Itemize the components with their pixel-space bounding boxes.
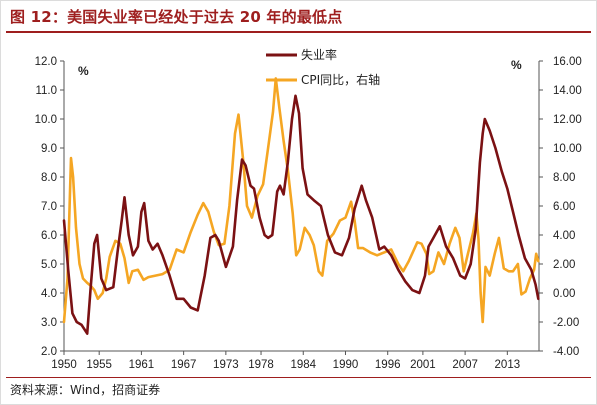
figure-title: 图 12：美国失业率已经处于过去 20 年的最低点 <box>10 8 343 26</box>
series-layer <box>62 77 540 335</box>
right-y-tick-label: 6.00 <box>553 201 575 213</box>
right-y-tick-label: 0.00 <box>553 288 575 300</box>
x-tick-label: 1996 <box>375 359 401 371</box>
left-y-tick-label: 6.0 <box>41 230 57 242</box>
right-y-axis: -4.00 -2.00 0.00 2.00 4.00 6.00 8.00 10.00 12.00… <box>539 56 582 358</box>
right-axis-unit: % <box>511 58 522 72</box>
x-tick-label: 1973 <box>213 359 239 371</box>
x-axis: 1950 1955 1961 1967 1973 1978 1984 1990 1996 2001… <box>51 351 520 371</box>
x-tick-label: 1961 <box>129 359 155 371</box>
x-tick-label: 1955 <box>86 359 112 371</box>
right-y-tick-label: 4.00 <box>553 230 575 242</box>
x-tick-label: 1950 <box>51 359 77 371</box>
x-tick-label: 2007 <box>452 359 478 371</box>
left-y-tick-label: 3.0 <box>41 317 57 329</box>
left-y-tick-label: 2.0 <box>41 346 57 358</box>
left-axis-unit: % <box>78 64 89 78</box>
right-y-tick-label: -4.00 <box>553 346 579 358</box>
plot-area <box>63 61 540 352</box>
right-y-tick-label: 2.00 <box>553 259 575 271</box>
cpi-line <box>62 77 540 324</box>
right-y-tick-label: -2.00 <box>553 317 579 329</box>
unemployment-line <box>62 94 540 335</box>
left-y-tick-label: 4.0 <box>41 288 57 300</box>
left-y-tick-label: 5.0 <box>41 259 57 271</box>
left-y-tick-label: 8.0 <box>41 172 57 184</box>
cpi-legend-label: CPI同比，右轴 <box>301 72 380 87</box>
source-note: 资料来源：Wind，招商证券 <box>10 383 161 397</box>
x-tick-label: 1967 <box>171 359 197 371</box>
right-y-tick-label: 12.00 <box>553 114 582 126</box>
left-y-tick-label: 10.0 <box>35 114 57 126</box>
left-y-tick-label: 7.0 <box>41 201 57 213</box>
title-divider <box>6 31 591 33</box>
x-tick-label: 1978 <box>248 359 274 371</box>
legend: 失业率 CPI同比，右轴 <box>266 47 380 87</box>
left-y-tick-label: 12.0 <box>35 56 57 68</box>
x-tick-label: 2001 <box>410 359 436 371</box>
source-divider <box>6 377 591 378</box>
x-tick-label: 2013 <box>495 359 521 371</box>
unemployment-legend-label: 失业率 <box>301 47 337 62</box>
left-y-tick-label: 9.0 <box>41 143 57 155</box>
left-y-tick-label: 11.0 <box>35 85 57 97</box>
x-tick-label: 1990 <box>333 359 359 371</box>
left-y-axis: 2.0 3.0 4.0 5.0 6.0 7.0 8.0 9.0 10.0 11.0 12.0 <box>35 56 64 358</box>
x-tick-label: 1984 <box>290 359 316 371</box>
right-y-tick-label: 16.00 <box>553 56 582 68</box>
right-y-tick-label: 14.00 <box>553 85 582 97</box>
right-y-tick-label: 10.00 <box>553 143 582 155</box>
right-y-tick-label: 8.00 <box>553 172 575 184</box>
